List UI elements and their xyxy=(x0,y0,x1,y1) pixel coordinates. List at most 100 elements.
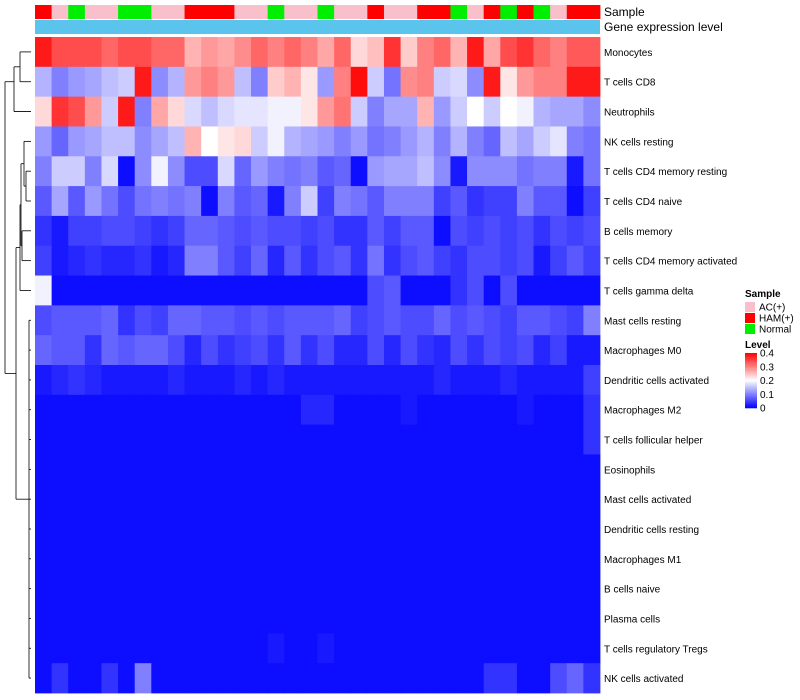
heatmap-cell xyxy=(483,543,501,575)
heatmap-cell xyxy=(251,514,269,545)
heatmap-cell xyxy=(583,424,601,455)
heatmap-cell xyxy=(234,126,252,157)
heatmap-cell xyxy=(84,633,102,664)
heatmap-cell xyxy=(467,156,485,187)
heatmap-cell xyxy=(251,215,269,247)
heatmap-cell xyxy=(35,573,53,604)
heatmap-cell xyxy=(516,633,534,664)
heatmap-cell xyxy=(184,484,202,515)
heatmap-cell xyxy=(284,215,302,247)
heatmap-cell xyxy=(467,275,485,306)
heatmap-cell xyxy=(334,156,352,187)
heatmap-cell xyxy=(284,66,302,98)
heatmap-cell xyxy=(400,454,418,485)
heatmap-cell xyxy=(334,603,352,634)
heatmap-cell xyxy=(566,543,584,575)
heatmap-cell xyxy=(500,96,518,127)
level-legend-tick: 0.2 xyxy=(760,376,774,387)
sample-annotation-cell xyxy=(467,5,485,19)
heatmap-cell xyxy=(500,543,518,575)
heatmap-cell xyxy=(350,305,368,336)
heatmap-cell xyxy=(500,275,518,306)
heatmap-cell xyxy=(167,156,185,187)
level-colorbar-segment xyxy=(745,384,757,387)
heatmap-cell xyxy=(234,484,252,515)
heatmap-cell xyxy=(417,305,435,336)
heatmap-cell xyxy=(300,633,318,664)
heatmap-cell xyxy=(383,275,401,306)
heatmap-cell xyxy=(317,514,335,545)
heatmap-cell xyxy=(367,454,385,485)
level-colorbar-segment xyxy=(745,373,757,376)
heatmap-cell xyxy=(483,454,501,485)
heatmap-cell xyxy=(68,424,86,455)
heatmap-cell xyxy=(84,156,102,187)
heatmap-cell xyxy=(201,275,219,306)
heatmap-cell xyxy=(101,394,119,426)
heatmap-cell xyxy=(84,126,102,157)
heatmap-cell xyxy=(483,424,501,455)
heatmap-cell xyxy=(68,37,86,68)
heatmap-cell xyxy=(267,66,285,98)
heatmap-cell xyxy=(367,37,385,68)
heatmap-cell xyxy=(350,394,368,426)
level-colorbar-segment xyxy=(745,401,757,403)
heatmap-cell xyxy=(433,543,451,575)
heatmap-cell xyxy=(350,424,368,455)
sample-annotation-cell xyxy=(84,5,102,19)
heatmap-cell xyxy=(51,305,69,336)
heatmap-cell xyxy=(516,245,534,276)
heatmap-cell xyxy=(450,275,468,306)
level-colorbar-segment xyxy=(745,357,757,359)
heatmap-cell xyxy=(400,573,418,604)
heatmap-cell xyxy=(217,156,235,187)
heatmap-cell xyxy=(566,96,584,127)
row-label: T cells follicular helper xyxy=(604,436,703,447)
level-colorbar-segment xyxy=(745,398,757,401)
heatmap-cell xyxy=(550,245,568,276)
row-label: B cells naive xyxy=(604,585,661,596)
heatmap-cell xyxy=(284,424,302,455)
level-colorbar-segment xyxy=(745,364,757,366)
heatmap-cell xyxy=(134,365,152,396)
heatmap-cell xyxy=(533,573,551,604)
heatmap-cell xyxy=(566,126,584,157)
heatmap-cell xyxy=(516,275,534,306)
heatmap-cell xyxy=(550,663,568,694)
heatmap-cell xyxy=(350,186,368,217)
heatmap-cell xyxy=(51,96,69,127)
sample-annotation-cell xyxy=(134,5,152,19)
heatmap-cell xyxy=(68,454,86,485)
heatmap-cell xyxy=(367,514,385,545)
heatmap-cell xyxy=(417,156,435,187)
heatmap-cell xyxy=(151,633,169,664)
heatmap-cell xyxy=(400,186,418,217)
heatmap-cell xyxy=(151,573,169,604)
heatmap-cell xyxy=(516,37,534,68)
heatmap-cell xyxy=(467,424,485,455)
heatmap-cell xyxy=(101,365,119,396)
heatmap-cell xyxy=(51,245,69,276)
heatmap-cell xyxy=(201,424,219,455)
sample-annotation-cell xyxy=(101,5,119,19)
heatmap-cell xyxy=(217,633,235,664)
heatmap-cell xyxy=(533,514,551,545)
heatmap-cell xyxy=(217,186,235,217)
heatmap-cell xyxy=(533,663,551,694)
heatmap-cell xyxy=(367,335,385,366)
heatmap-cell xyxy=(334,126,352,157)
heatmap-cell xyxy=(267,365,285,396)
heatmap-cell xyxy=(367,215,385,247)
heatmap-cell xyxy=(334,424,352,455)
heatmap-cell xyxy=(450,215,468,247)
heatmap-cell xyxy=(450,663,468,694)
heatmap-cell xyxy=(101,514,119,545)
heatmap-cell xyxy=(201,156,219,187)
heatmap-cell xyxy=(118,186,136,217)
heatmap-cell xyxy=(533,543,551,575)
heatmap-cell xyxy=(201,186,219,217)
heatmap-cell xyxy=(566,37,584,68)
heatmap-cell xyxy=(84,275,102,306)
level-colorbar-segment xyxy=(745,388,757,391)
heatmap-cell xyxy=(51,663,69,694)
